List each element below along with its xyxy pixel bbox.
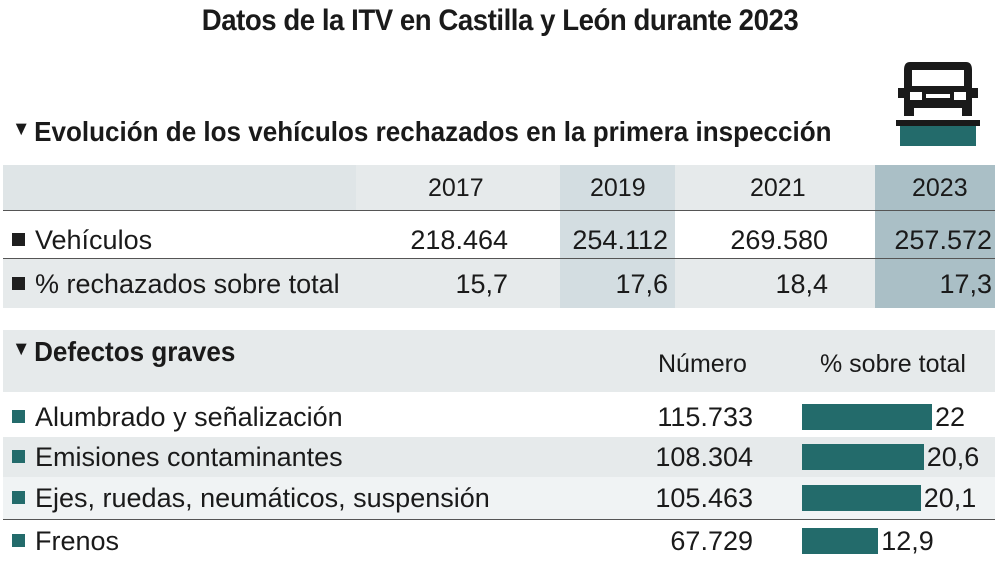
category-label: Frenos bbox=[12, 521, 119, 561]
table-cell: 15,7 bbox=[455, 269, 508, 299]
column-header-numero: Número bbox=[658, 350, 747, 378]
category-label-text: Frenos bbox=[35, 526, 120, 556]
bar-value-label: 22 bbox=[935, 402, 966, 432]
square-bullet-icon bbox=[12, 277, 25, 290]
row-label-text: Vehículos bbox=[35, 225, 153, 255]
numero-value: 67.729 bbox=[670, 526, 753, 556]
square-bullet-icon bbox=[12, 410, 25, 423]
column-highlight-2023 bbox=[875, 165, 995, 308]
column-highlight-2019 bbox=[560, 165, 675, 308]
bar-value-label: 12,9 bbox=[881, 526, 934, 556]
table-cell: 17,6 bbox=[615, 269, 668, 299]
defectos-header-band bbox=[3, 330, 995, 392]
row-label: % rechazados sobre total bbox=[12, 264, 340, 304]
label-column-shade bbox=[3, 165, 356, 210]
bar bbox=[802, 528, 879, 554]
numero-value: 108.304 bbox=[655, 442, 753, 472]
category-label: Alumbrado y señalización bbox=[12, 397, 343, 437]
square-bullet-icon bbox=[12, 534, 25, 547]
category-label-text: Alumbrado y señalización bbox=[35, 402, 343, 432]
divider bbox=[3, 258, 995, 259]
page-title: Datos de la ITV en Castilla y León duran… bbox=[201, 4, 799, 37]
category-label: Emisiones contaminantes bbox=[12, 437, 343, 477]
category-label-text: Emisiones contaminantes bbox=[35, 442, 343, 472]
triangle-down-icon: ▼ bbox=[12, 118, 31, 140]
table-cell: 257.572 bbox=[894, 225, 992, 255]
section-heading-text: Defectos graves bbox=[34, 336, 236, 367]
table-cell: 254.112 bbox=[572, 225, 668, 255]
table-cell: 218.464 bbox=[410, 225, 508, 255]
year-header-2021: 2021 bbox=[750, 174, 806, 202]
bar bbox=[802, 485, 921, 511]
divider bbox=[3, 519, 995, 520]
table-cell: 17,3 bbox=[939, 269, 992, 299]
year-header-2023: 2023 bbox=[912, 174, 968, 202]
car-on-lift-icon bbox=[896, 62, 980, 146]
square-bullet-icon bbox=[12, 233, 25, 246]
square-bullet-icon bbox=[12, 450, 25, 463]
table-cell: 269.580 bbox=[730, 225, 828, 255]
table-cell: 18,4 bbox=[775, 269, 828, 299]
divider bbox=[3, 210, 995, 211]
numero-value: 105.463 bbox=[655, 483, 753, 513]
table-row-band bbox=[3, 258, 995, 308]
column-header-pct: % sobre total bbox=[820, 350, 966, 378]
section-heading-evolucion: ▼ Evolución de los vehículos rechazados e… bbox=[12, 116, 832, 148]
bar bbox=[802, 404, 932, 430]
year-header-2017: 2017 bbox=[428, 174, 484, 202]
category-label: Ejes, ruedas, neumáticos, suspensión bbox=[12, 478, 490, 518]
square-bullet-icon bbox=[12, 491, 25, 504]
row-label: Vehículos bbox=[12, 220, 152, 260]
year-header-2019: 2019 bbox=[590, 174, 646, 202]
section-heading-text: Evolución de los vehículos rechazados en… bbox=[34, 116, 832, 147]
triangle-down-icon: ▼ bbox=[12, 338, 31, 360]
numero-value: 115.733 bbox=[657, 402, 753, 432]
bar bbox=[802, 444, 924, 470]
section-heading-defectos: ▼ Defectos graves bbox=[12, 336, 235, 368]
row-label-text: % rechazados sobre total bbox=[35, 269, 340, 299]
category-label-text: Ejes, ruedas, neumáticos, suspensión bbox=[35, 483, 490, 513]
bar-value-label: 20,6 bbox=[926, 442, 980, 472]
bar-value-label: 20,1 bbox=[923, 483, 977, 513]
